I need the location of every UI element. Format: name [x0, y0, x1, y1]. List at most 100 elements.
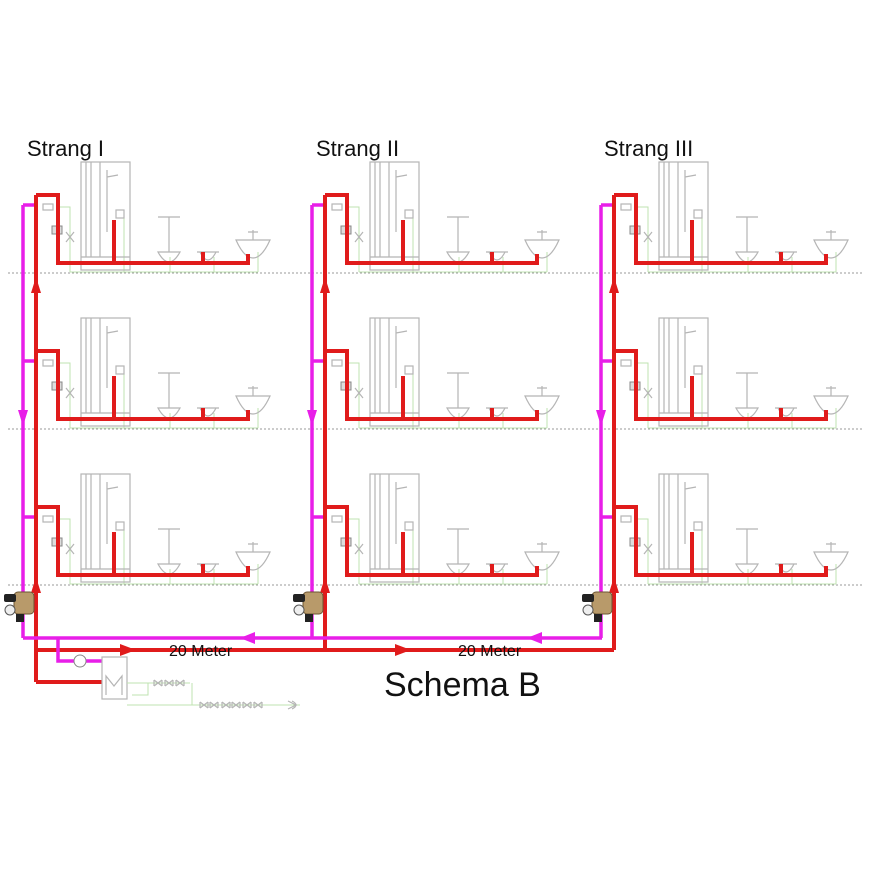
pump-icon: [73, 654, 87, 668]
circulation-valve-icon: [582, 591, 613, 622]
shower-head-icon: [395, 170, 408, 232]
washbasin-icon: [813, 386, 849, 415]
hot-water-branch: [614, 193, 828, 265]
distance-label-1: 20 Meter: [169, 643, 233, 660]
shower-cabin-icon: [658, 317, 709, 427]
shower-cabin-icon: [80, 161, 131, 271]
shower-mixer-icon: [693, 209, 703, 219]
valve-icon: [153, 679, 163, 687]
bathroom-unit: [23, 317, 271, 429]
toilet-icon: [734, 216, 760, 263]
hot-water-branch: [614, 349, 828, 421]
meter-icon: [42, 203, 54, 211]
valve-icon: [354, 387, 364, 399]
flow-arrow-icon: [31, 577, 41, 593]
heating-coil-icon: [105, 674, 123, 695]
bathroom-unit: [601, 161, 849, 273]
shower-mixer-icon: [693, 521, 703, 531]
shower-mixer-icon: [115, 365, 125, 375]
hot-water-branch: [325, 349, 539, 421]
valve-icon: [643, 387, 653, 399]
shower-cabin-icon: [658, 473, 709, 583]
shower-head-icon: [106, 482, 119, 544]
valve-icon: [175, 679, 185, 687]
flow-arrow-icon: [596, 410, 606, 426]
washbasin-icon: [813, 542, 849, 571]
risers: [4, 195, 619, 682]
valve-icon: [65, 543, 75, 555]
flow-arrow-icon: [18, 410, 28, 426]
washbasin-icon: [524, 230, 560, 259]
toilet-icon: [734, 372, 760, 419]
valve-body: [302, 591, 324, 615]
shower-door-icon: [370, 474, 419, 570]
bidet-icon: [775, 251, 797, 261]
meter-icon: [331, 203, 343, 211]
actuator: [582, 594, 594, 602]
shower-cabin-icon: [369, 317, 420, 427]
cold-water-line: [127, 682, 300, 706]
meter-icon: [620, 359, 632, 367]
shower-door-icon: [81, 318, 130, 414]
shower-cabin-icon: [80, 473, 131, 583]
valve-icon: [231, 701, 241, 709]
thermometer-icon: [4, 604, 16, 616]
bathroom-unit: [312, 161, 560, 273]
actuator: [293, 594, 305, 602]
shower-head-icon: [684, 482, 697, 544]
strand-label-3: Strang III: [604, 136, 693, 161]
valve-body: [13, 591, 35, 615]
valve-icon: [65, 387, 75, 399]
flow-arrow-icon: [609, 577, 619, 593]
toilet-icon: [734, 528, 760, 575]
toilet-icon: [445, 216, 471, 263]
actuator: [4, 594, 16, 602]
strand-label-1: Strang I: [27, 136, 104, 161]
toilet-icon: [156, 216, 182, 263]
hot-water-branch: [325, 505, 539, 577]
shower-mixer-icon: [693, 365, 703, 375]
hot-water-branch: [614, 505, 828, 577]
actuator: [305, 614, 313, 622]
valve-icon: [164, 679, 174, 687]
meter-icon: [331, 515, 343, 523]
flow-arrow-icon: [31, 277, 41, 293]
circulation-valve-icon: [4, 591, 35, 622]
valve-icon: [209, 701, 219, 709]
bidet-icon: [486, 563, 508, 573]
toilet-icon: [445, 528, 471, 575]
shower-door-icon: [370, 318, 419, 414]
washbasin-icon: [235, 386, 271, 415]
meter-icon: [331, 359, 343, 367]
shower-mixer-icon: [404, 365, 414, 375]
washbasin-icon: [524, 386, 560, 415]
thermometer-icon: [582, 604, 594, 616]
flow-arrow-icon: [0, 0, 5, 8]
bathroom-units: [23, 161, 849, 585]
hot-water-branch: [36, 505, 250, 577]
bathroom-unit: [312, 473, 560, 585]
flow-arrow-icon: [609, 277, 619, 293]
hot-water-branch: [36, 193, 250, 265]
bidet-icon: [486, 407, 508, 417]
shower-head-icon: [395, 326, 408, 388]
hot-water-branch: [325, 193, 539, 265]
shower-mixer-icon: [115, 521, 125, 531]
meter-icon: [42, 359, 54, 367]
valve-icon: [65, 231, 75, 243]
shower-head-icon: [106, 170, 119, 232]
shower-door-icon: [659, 162, 708, 258]
flow-arrow-icon: [320, 577, 330, 593]
toilet-icon: [156, 528, 182, 575]
bidet-icon: [197, 407, 219, 417]
shower-cabin-icon: [369, 161, 420, 271]
hot-water-branch: [36, 349, 250, 421]
shower-head-icon: [684, 326, 697, 388]
shower-door-icon: [81, 474, 130, 570]
floor-lines: [8, 272, 864, 586]
flow-arrow-icon: [240, 632, 255, 644]
valve-body: [591, 591, 613, 615]
shower-head-icon: [684, 170, 697, 232]
bidet-icon: [775, 563, 797, 573]
shower-mixer-icon: [404, 209, 414, 219]
